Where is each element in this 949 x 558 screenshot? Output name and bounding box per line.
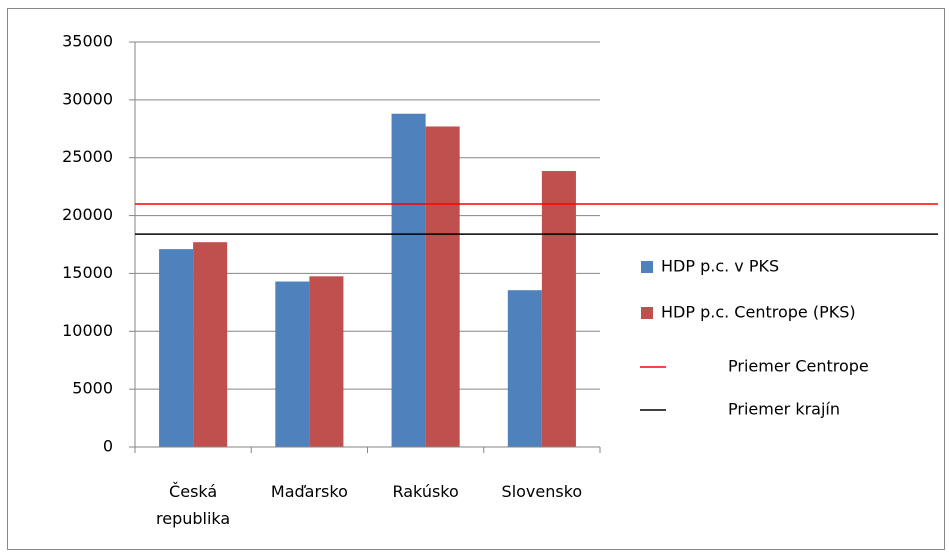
y-tick-label: 5000 — [72, 379, 113, 398]
y-tick-label: 30000 — [62, 89, 113, 108]
bar — [193, 242, 228, 447]
y-tick-label: 25000 — [62, 147, 113, 166]
y-tick-label: 20000 — [62, 205, 113, 224]
bar — [275, 281, 310, 447]
x-tick-label: Rakúsko — [392, 482, 459, 501]
legend-swatch — [641, 261, 653, 273]
y-tick-label: 15000 — [62, 263, 113, 282]
bar — [425, 126, 460, 447]
legend-label: Priemer krajín — [728, 400, 840, 419]
bar — [159, 249, 194, 447]
x-tick-label: Maďarsko — [270, 482, 348, 501]
legend-swatch — [641, 307, 653, 319]
x-tick-label: Česká republika — [156, 482, 231, 528]
bar — [309, 276, 344, 447]
bar — [507, 290, 542, 447]
legend-label: HDP p.c. Centrope (PKS) — [661, 303, 856, 322]
legend-label: HDP p.c. v PKS — [661, 257, 779, 276]
chart-border — [7, 8, 945, 550]
y-tick-label: 35000 — [62, 32, 113, 51]
y-tick-label: 0 — [103, 437, 113, 456]
x-tick-label: Slovensko — [501, 482, 583, 501]
bar — [541, 171, 576, 447]
bar — [391, 113, 426, 447]
legend-label: Priemer Centrope — [728, 357, 869, 376]
y-tick-label: 10000 — [62, 321, 113, 340]
